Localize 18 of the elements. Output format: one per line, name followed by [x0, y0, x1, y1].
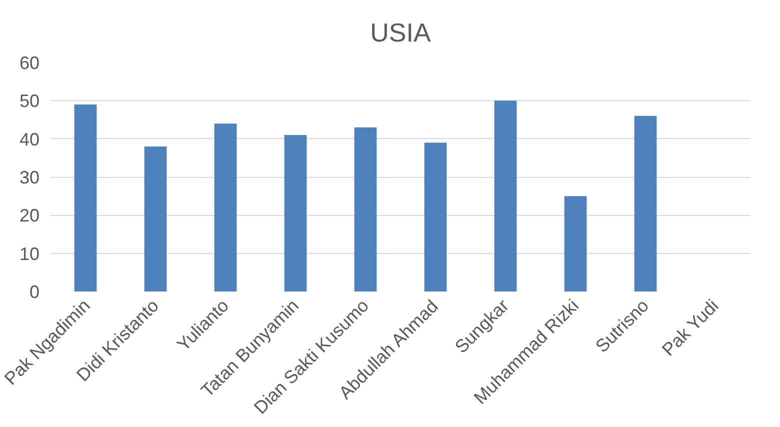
- y-tick-label: 10: [19, 244, 40, 264]
- bar: [494, 100, 517, 292]
- chart-title: USIA: [370, 18, 432, 48]
- bar: [144, 146, 167, 292]
- x-tick-label: Pak Yudi: [658, 296, 722, 360]
- bar: [634, 116, 657, 292]
- bar: [564, 196, 587, 292]
- y-tick-label: 50: [19, 91, 40, 112]
- y-tick-label: 20: [19, 206, 40, 226]
- y-tick-label: 0: [29, 282, 40, 302]
- bar: [74, 104, 97, 292]
- bar: [354, 127, 377, 292]
- bar: [214, 124, 237, 292]
- bar: [284, 135, 307, 292]
- y-tick-label: 60: [19, 53, 40, 73]
- bar: [424, 142, 447, 292]
- y-tick-label: 40: [19, 129, 40, 150]
- y-tick-label: 30: [19, 168, 40, 188]
